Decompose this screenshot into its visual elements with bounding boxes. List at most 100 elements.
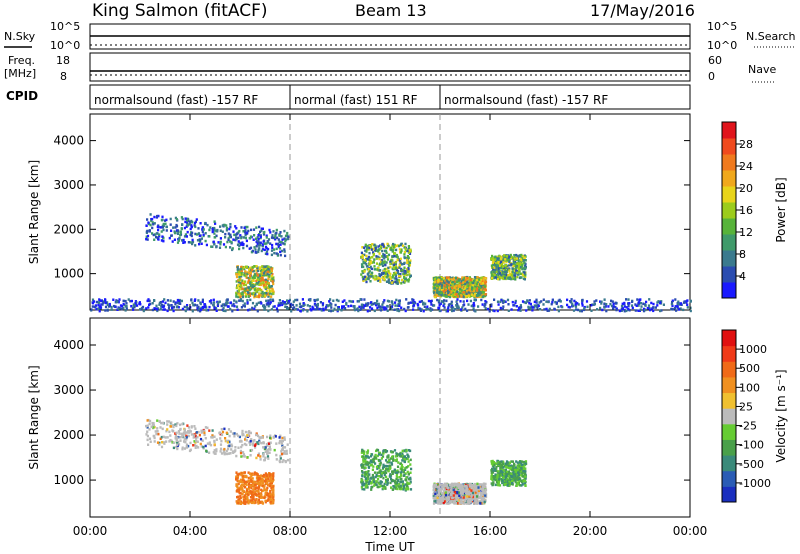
power-point <box>260 292 263 295</box>
velocity-point <box>261 481 264 484</box>
power-point <box>581 302 584 305</box>
velocity-point <box>394 482 397 485</box>
power-point <box>159 307 162 311</box>
power-point <box>183 241 186 244</box>
power-point <box>258 287 261 291</box>
velocity-point <box>168 430 171 434</box>
power-point <box>268 302 271 306</box>
velocity-point <box>251 477 254 480</box>
power-point <box>253 284 256 288</box>
power-point <box>162 228 165 232</box>
velocity-point <box>279 457 282 460</box>
power-point <box>484 293 487 296</box>
velocity-point <box>396 465 400 468</box>
velocity-point <box>395 458 398 461</box>
power-point <box>213 227 216 230</box>
power-point <box>238 247 241 251</box>
power-point <box>287 301 290 305</box>
velocity-point <box>200 445 203 448</box>
power-point <box>257 250 260 254</box>
velocity-point <box>237 501 240 505</box>
velocity-point <box>387 459 391 462</box>
power-point <box>433 284 436 287</box>
power-point <box>455 300 458 303</box>
power-point <box>259 230 262 234</box>
power-point <box>491 257 494 260</box>
power-point <box>498 271 501 275</box>
power-point <box>445 299 448 303</box>
power-point <box>322 308 325 312</box>
power-point <box>153 307 156 310</box>
power-point <box>394 304 397 307</box>
power-point <box>427 299 430 303</box>
power-point <box>470 293 473 296</box>
power-point <box>442 300 445 304</box>
velocity-point <box>166 428 169 431</box>
power-point <box>264 305 267 309</box>
power-point <box>542 298 545 301</box>
power-point <box>229 223 232 226</box>
power-point <box>490 303 493 306</box>
power-point <box>289 305 292 308</box>
power-point <box>530 307 533 310</box>
power-point <box>467 284 470 287</box>
power-point <box>385 267 388 271</box>
power-point <box>159 226 162 229</box>
power-point <box>495 270 498 273</box>
velocity-point <box>360 480 363 484</box>
power-point <box>230 241 233 244</box>
power-point <box>151 232 154 235</box>
power-point <box>270 295 273 298</box>
power-point <box>156 308 159 311</box>
power-point <box>243 291 247 294</box>
velocity-point <box>249 440 252 443</box>
velocity-point <box>229 430 232 433</box>
power-point <box>235 300 238 303</box>
velocity-point <box>242 481 246 484</box>
power-point <box>316 307 319 311</box>
power-point <box>248 278 251 282</box>
velocity-point <box>367 482 370 486</box>
velocity-point <box>371 468 374 471</box>
power-point <box>679 302 682 305</box>
power-point <box>639 302 642 305</box>
velocity-point <box>399 473 403 476</box>
power-point <box>231 304 234 307</box>
power-point <box>242 246 245 250</box>
power-point <box>463 287 466 290</box>
power-point <box>387 244 390 248</box>
velocity-point <box>384 449 387 452</box>
velocity-point <box>369 477 373 480</box>
power-point <box>518 276 521 280</box>
power-point <box>264 273 267 277</box>
power-point <box>407 301 410 305</box>
velocity-point <box>213 443 216 446</box>
power-point <box>460 289 463 292</box>
power-point <box>375 262 379 265</box>
power-point <box>362 306 365 309</box>
power-point <box>244 280 247 283</box>
velocity-point <box>390 463 394 466</box>
velocity-point <box>272 485 275 488</box>
velocity-point <box>367 481 371 484</box>
power-point <box>245 265 248 269</box>
velocity-point <box>264 491 267 495</box>
power-point <box>493 273 496 276</box>
power-point <box>242 282 245 285</box>
power-point <box>243 305 246 308</box>
velocity-point <box>208 429 211 432</box>
power-point <box>554 300 557 304</box>
velocity-point <box>233 432 236 435</box>
power-point <box>251 301 255 305</box>
velocity-point <box>157 432 160 436</box>
power-point <box>161 300 164 303</box>
velocity-point <box>166 436 169 439</box>
power-point <box>538 301 541 304</box>
velocity-point <box>379 461 382 465</box>
power-point <box>679 307 682 310</box>
power-point <box>255 226 258 229</box>
power-point <box>531 309 534 312</box>
velocity-point <box>213 435 216 438</box>
power-point <box>208 305 211 309</box>
power-point <box>183 305 186 309</box>
